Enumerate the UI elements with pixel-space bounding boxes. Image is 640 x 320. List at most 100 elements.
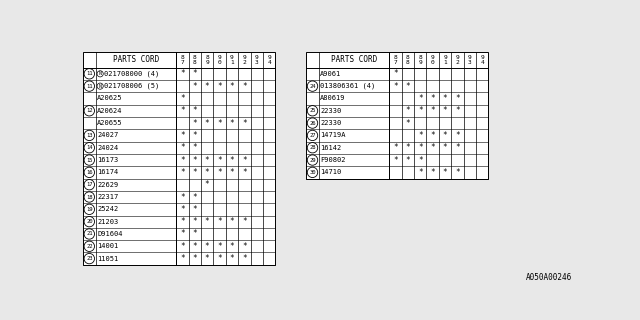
Text: *: * [193,229,197,238]
Text: 9
3: 9 3 [255,55,259,65]
Text: 19: 19 [86,207,93,212]
Text: *: * [455,94,460,103]
Text: 16173: 16173 [97,157,118,163]
Text: 24027: 24027 [97,132,118,139]
Text: 25242: 25242 [97,206,118,212]
Text: 8
8: 8 8 [193,55,196,65]
Text: 12: 12 [86,108,93,113]
Text: *: * [455,131,460,140]
Text: *: * [180,242,184,251]
Text: 11: 11 [86,84,93,89]
Text: *: * [205,168,209,177]
Text: A20624: A20624 [97,108,122,114]
Text: *: * [455,168,460,177]
Text: PARTS CORD: PARTS CORD [113,55,159,64]
Text: *: * [242,119,246,128]
Text: *: * [393,82,397,91]
Text: *: * [180,168,184,177]
Text: *: * [443,106,447,115]
Text: *: * [180,205,184,214]
Text: *: * [180,94,184,103]
Text: 9
1: 9 1 [443,55,447,65]
Text: *: * [242,156,246,164]
Text: *: * [230,119,234,128]
Text: A050A00246: A050A00246 [526,273,572,282]
Text: *: * [193,217,197,226]
Text: *: * [193,168,197,177]
Text: 18: 18 [86,195,93,200]
Text: *: * [205,217,209,226]
Text: *: * [193,119,197,128]
Text: *: * [217,156,222,164]
Text: 13: 13 [86,133,93,138]
Text: 9
4: 9 4 [268,55,271,65]
Text: 16142: 16142 [320,145,342,151]
Text: *: * [393,143,397,152]
Text: *: * [180,217,184,226]
Text: *: * [193,69,197,78]
Text: 28: 28 [309,145,316,150]
Text: 14001: 14001 [97,243,118,249]
Text: 14719A: 14719A [320,132,346,139]
Text: *: * [418,131,422,140]
Text: A80619: A80619 [320,95,346,101]
Text: *: * [205,156,209,164]
Text: A9061: A9061 [320,71,342,77]
Text: *: * [230,254,234,263]
Text: *: * [242,242,246,251]
Text: *: * [430,131,435,140]
Text: 11: 11 [86,71,93,76]
Text: *: * [406,119,410,128]
Text: 9
2: 9 2 [243,55,246,65]
Text: *: * [418,156,422,164]
Text: 8
7: 8 7 [394,55,397,65]
Text: 9
2: 9 2 [456,55,460,65]
Text: *: * [180,131,184,140]
Text: A20655: A20655 [97,120,122,126]
Text: *: * [455,106,460,115]
Text: *: * [180,156,184,164]
Text: *: * [180,143,184,152]
Text: 29: 29 [309,157,316,163]
Text: *: * [393,69,397,78]
Text: 9
4: 9 4 [481,55,484,65]
Text: 22330: 22330 [320,108,342,114]
Text: *: * [217,119,222,128]
Text: *: * [180,69,184,78]
Text: N: N [99,84,102,89]
Text: 9
1: 9 1 [230,55,234,65]
Text: *: * [230,217,234,226]
Text: 16174: 16174 [97,169,118,175]
Text: 8
9: 8 9 [419,55,422,65]
Text: *: * [193,205,197,214]
Text: 14710: 14710 [320,169,342,175]
Bar [307,52,488,179]
Text: 11051: 11051 [97,256,118,262]
Text: 013806361 (4): 013806361 (4) [320,83,376,89]
Text: 30: 30 [309,170,316,175]
Text: *: * [193,193,197,202]
Text: *: * [430,143,435,152]
Text: 15: 15 [86,157,93,163]
Text: 9
3: 9 3 [468,55,472,65]
Text: *: * [443,131,447,140]
Text: 22: 22 [86,244,93,249]
Text: *: * [430,106,435,115]
Text: *: * [205,119,209,128]
Text: *: * [180,229,184,238]
Text: 22317: 22317 [97,194,118,200]
Text: *: * [205,254,209,263]
Text: *: * [193,106,197,115]
Text: 27: 27 [309,133,316,138]
Text: 24: 24 [309,84,316,89]
Text: *: * [217,217,222,226]
Text: *: * [230,168,234,177]
Text: *: * [242,82,246,91]
Text: *: * [406,156,410,164]
Text: 20: 20 [86,219,93,224]
Text: *: * [418,94,422,103]
Text: *: * [393,156,397,164]
Text: 9
0: 9 0 [218,55,221,65]
Text: *: * [217,254,222,263]
Text: *: * [430,168,435,177]
